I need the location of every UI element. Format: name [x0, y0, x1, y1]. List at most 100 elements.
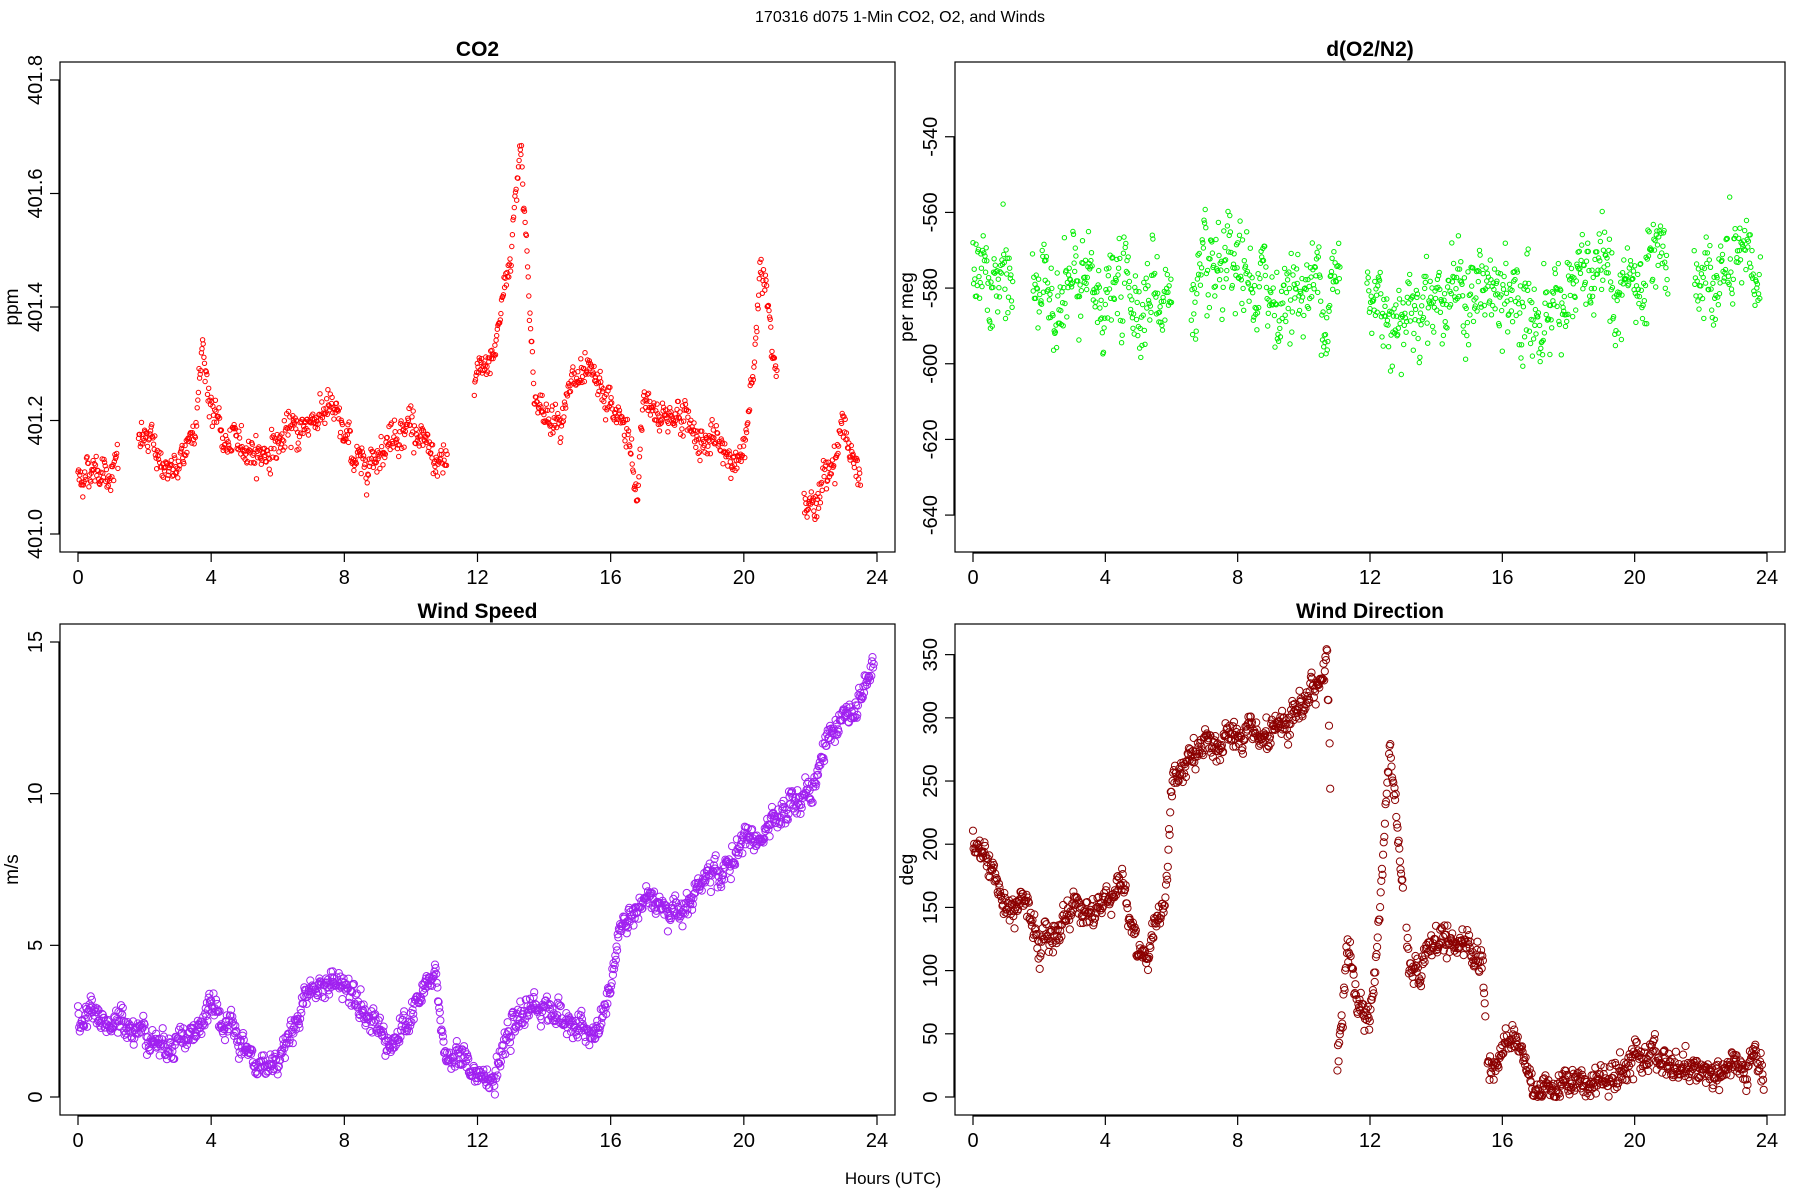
o2n2-data-point: [1369, 330, 1375, 336]
o2n2-data-point: [1312, 264, 1319, 271]
o2n2-data-point: [1568, 265, 1575, 272]
o2n2-data-point: [1205, 292, 1211, 298]
wind-speed-data-point: [678, 922, 687, 931]
co2-data-point: [149, 421, 155, 428]
o2n2-data-point: [979, 283, 985, 290]
co2-data-point: [498, 297, 505, 303]
co2-data-point: [337, 434, 343, 440]
o2n2-data-point: [1396, 287, 1402, 294]
wind-speed-y-tick-label: 15: [25, 631, 47, 653]
o2n2-data-point: [1702, 280, 1709, 286]
wind-speed-data-point: [500, 1028, 509, 1037]
o2n2-data-point: [1255, 271, 1261, 277]
o2n2-data-point: [1106, 265, 1112, 271]
wind-direction-data-point: [1370, 977, 1379, 987]
o2n2-data-point: [1520, 363, 1526, 369]
o2n2-data-point: [1209, 239, 1215, 245]
co2-data-point: [695, 450, 701, 457]
wind-direction-data-point: [1382, 789, 1391, 798]
o2n2-data-point: [1195, 271, 1202, 277]
co2-data-point: [711, 435, 717, 441]
wind-speed-data-point: [83, 1022, 92, 1031]
wind-speed-data-point: [493, 1071, 502, 1080]
o2n2-data-point: [1040, 253, 1046, 260]
o2n2-data-point: [1216, 277, 1223, 283]
o2n2-data-point: [1287, 341, 1293, 347]
co2-data-point: [609, 406, 615, 412]
o2n2-data-point: [1188, 317, 1195, 323]
co2-data-point: [510, 214, 517, 220]
o2n2-data-point: [1580, 262, 1587, 268]
co2-data-point: [271, 435, 278, 441]
o2n2-data-point: [1401, 322, 1408, 328]
o2n2-data-point: [1322, 339, 1328, 346]
o2n2-data-point: [1225, 249, 1232, 255]
co2-data-point: [558, 423, 565, 429]
co2-data-point: [754, 328, 760, 335]
co2-data-point: [494, 326, 500, 332]
co2-data-point: [750, 374, 756, 380]
o2n2-data-point: [1522, 280, 1528, 286]
o2n2-data-point: [1001, 259, 1007, 266]
co2-data-point: [405, 417, 412, 423]
co2-data-point: [823, 486, 830, 492]
co2-data-point: [324, 396, 330, 402]
o2n2-data-point: [1002, 286, 1008, 292]
co2-data-point: [621, 432, 628, 438]
o2n2-data-point: [1642, 320, 1648, 327]
co2-data-point: [727, 451, 733, 457]
o2n2-data-point: [1757, 254, 1764, 260]
wind-speed-data-point: [433, 983, 442, 992]
o2n2-data-point: [1754, 281, 1761, 287]
o2n2-data-point: [1094, 319, 1101, 326]
wind-speed-data-point: [202, 1011, 211, 1021]
o2n2-data-point: [987, 319, 993, 325]
co2-data-point: [191, 441, 197, 447]
co2-data-point: [515, 164, 522, 170]
o2n2-data-point: [1600, 247, 1607, 253]
co2-data-point: [838, 420, 845, 427]
co2-data-point: [561, 414, 567, 420]
co2-data-point: [199, 346, 205, 352]
wind-speed-data-point: [508, 1007, 518, 1017]
co2-data-point: [851, 464, 857, 471]
co2-data-point: [766, 307, 772, 314]
co2-data-point: [538, 404, 544, 410]
o2n2-data-point: [1444, 325, 1450, 331]
o2n2-data-point: [1269, 274, 1275, 280]
wind-speed-data-point: [234, 1054, 243, 1063]
co2-data-point: [158, 450, 164, 456]
co2-data-point: [691, 420, 697, 426]
o2n2-data-point: [1500, 282, 1506, 288]
o2n2-data-point: [1577, 265, 1583, 271]
co2-data-point: [635, 497, 641, 503]
co2-data-point: [236, 428, 242, 434]
wind-speed-data-point: [438, 1032, 447, 1041]
co2-data-point: [595, 380, 602, 386]
co2-data-point: [693, 444, 699, 451]
o2n2-data-point: [1395, 331, 1401, 338]
wind-speed-data-point: [459, 1042, 469, 1051]
o2n2-data-point: [1050, 347, 1057, 353]
o2n2-data-point: [1040, 289, 1047, 295]
o2n2-data-point: [1145, 297, 1152, 304]
o2n2-data-point: [1459, 293, 1466, 299]
wind-direction-data-point: [1284, 740, 1293, 749]
wind-speed-data-point: [542, 992, 552, 1001]
o2n2-data-point: [972, 276, 978, 282]
o2n2-data-point: [1331, 249, 1337, 255]
co2-data-point: [408, 431, 415, 438]
o2n2-data-point: [1634, 293, 1640, 299]
o2n2-data-point: [1699, 295, 1706, 302]
co2-data-point: [151, 446, 157, 452]
o2n2-data-point: [1242, 263, 1249, 269]
o2n2-data-point: [1268, 289, 1274, 296]
o2n2-data-point: [1281, 282, 1287, 288]
wind-speed-data-point: [482, 1065, 492, 1074]
co2-data-point: [305, 432, 312, 438]
co2-data-point: [842, 416, 848, 422]
co2-data-point: [225, 439, 231, 445]
o2n2-data-point: [1254, 310, 1261, 316]
co2-data-point: [263, 459, 269, 465]
o2n2-data-point: [1331, 273, 1338, 279]
